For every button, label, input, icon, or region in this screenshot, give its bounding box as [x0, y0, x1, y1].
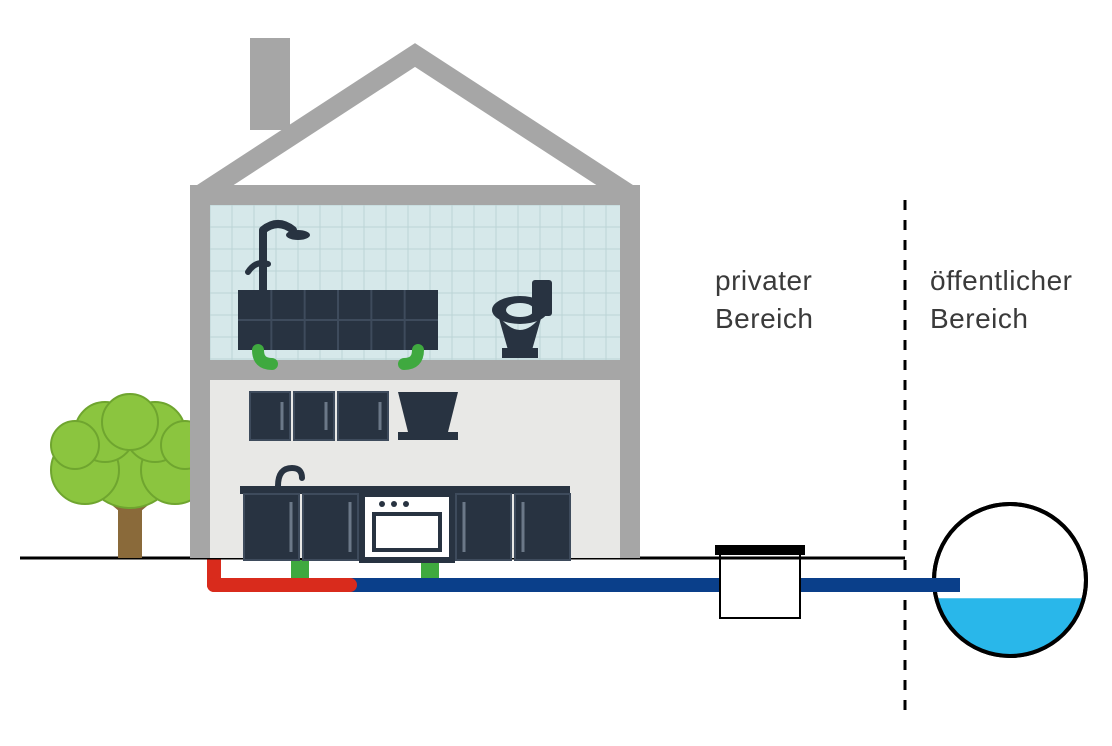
- inspection-chamber: [715, 545, 805, 618]
- private-area-label-line1: privater: [715, 265, 812, 296]
- house-cross-section: [190, 38, 640, 560]
- tree-icon: [51, 394, 209, 558]
- public-area-label-line2: Bereich: [930, 303, 1028, 334]
- private-area-label-line2: Bereich: [715, 303, 813, 334]
- public-area-label-line1: öffentlicher: [930, 265, 1072, 296]
- plumbing-diagram-svg: privater Bereich öffentlicher Bereich: [0, 0, 1112, 746]
